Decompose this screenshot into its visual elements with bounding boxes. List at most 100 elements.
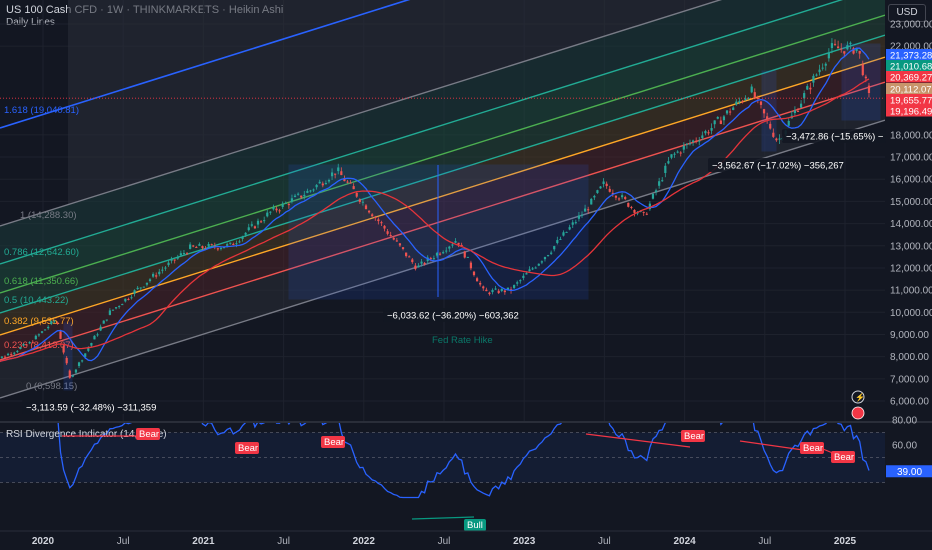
candle-body [602, 181, 605, 185]
price-tag [886, 94, 932, 106]
candle-body [40, 331, 44, 333]
candle-body [732, 107, 735, 111]
candle-body [793, 110, 797, 114]
price-tag-label: 20,112.07 [890, 85, 932, 96]
candle-body [25, 344, 28, 346]
fib-level-label: 0.5 (10,443.22) [4, 295, 68, 306]
candle-body [121, 304, 124, 306]
candle-body [297, 193, 300, 195]
candle-body [762, 109, 766, 114]
candle-body [74, 369, 78, 373]
price-tick-label: 11,000.00 [890, 286, 932, 297]
candle-body [312, 189, 315, 191]
bear-tag [235, 442, 259, 454]
candle-body [583, 208, 587, 212]
candle-body [392, 237, 395, 240]
candle-body [494, 288, 497, 290]
candle-body [479, 282, 482, 285]
candle-body [719, 120, 722, 125]
price-tag [886, 83, 932, 95]
time-tick-label: Jul [438, 536, 451, 547]
candle-body [386, 231, 389, 234]
channel-line [0, 56, 885, 336]
candle-body [127, 298, 130, 300]
candle-body [497, 290, 500, 294]
candle-body [226, 244, 229, 246]
price-tag [886, 105, 932, 117]
candle-body [550, 252, 553, 254]
candle-body [469, 262, 473, 269]
candle-body [747, 98, 750, 100]
candle-body [630, 206, 633, 208]
price-tag-label: 20,369.27 [890, 73, 932, 84]
price-tick-label: 12,000.00 [890, 263, 932, 274]
time-tick-label: 2024 [673, 536, 696, 547]
candle-body [568, 227, 571, 230]
candle-body [855, 48, 858, 51]
candle-body [47, 326, 50, 329]
candle-body [837, 46, 840, 49]
candle-body [821, 67, 824, 69]
candle-body [769, 123, 772, 129]
candle-body [645, 213, 648, 215]
candle-body [139, 287, 142, 289]
price-tick-label: 14,000.00 [890, 219, 932, 230]
candle-body [173, 259, 176, 261]
candle-body [472, 271, 476, 276]
candle-body [624, 197, 627, 199]
candle-body [454, 241, 457, 243]
candle-body [81, 360, 84, 362]
candle-body [738, 101, 741, 103]
price-tick-label: 22,000.00 [890, 42, 932, 53]
measurement-label: −3,562.67 (−17.02%) −356,267 [712, 161, 844, 172]
candle-body [716, 117, 719, 119]
candle-body [534, 267, 537, 269]
candle-body [420, 261, 423, 264]
candle-body [466, 256, 469, 258]
candle-body [343, 178, 346, 182]
rsi-current-label: 39.00 [897, 467, 922, 478]
measure-box [841, 43, 881, 121]
candle-body [417, 265, 420, 268]
candle-body [627, 202, 630, 207]
price-tag [886, 60, 932, 72]
candle-body [293, 195, 297, 197]
fib-level-label: 0.786 (12,642.60) [4, 247, 79, 258]
candle-body [364, 205, 368, 210]
candle-body [340, 171, 343, 176]
candle-body [787, 120, 790, 126]
currency-button[interactable]: USD [888, 4, 926, 22]
candle-body [540, 261, 543, 263]
candle-body [34, 335, 37, 340]
candle-body [695, 140, 698, 142]
candle-body [334, 173, 337, 175]
bear-tag-label: Bear [238, 443, 258, 454]
candle-body [753, 92, 756, 98]
candle-body [546, 255, 550, 257]
candle-body [130, 297, 133, 299]
candle-body [503, 290, 506, 293]
candle-body [108, 310, 111, 315]
measurement-label: −3,472.86 (−15.65%) − [786, 132, 884, 143]
candle-body [867, 85, 871, 94]
bear-tag-label: Bear [834, 452, 854, 463]
candle-body [596, 190, 599, 194]
candle-body [352, 186, 355, 190]
candle-body [614, 195, 618, 198]
candle-body [766, 116, 769, 120]
candle-body [729, 111, 732, 113]
candle-body [611, 192, 614, 195]
bear-tag [800, 442, 824, 454]
price-tick-label: 17,000.00 [890, 153, 932, 164]
bear-tag [136, 428, 160, 440]
candle-body [161, 269, 164, 271]
candle-body [432, 258, 435, 260]
candle-body [374, 217, 377, 219]
price-tick-label: 10,000.00 [890, 308, 932, 319]
candle-body [516, 282, 519, 284]
candle-body [90, 343, 93, 346]
price-tick-label: 23,000.00 [890, 20, 932, 31]
candle-body [685, 143, 689, 145]
candle-body [395, 240, 398, 242]
